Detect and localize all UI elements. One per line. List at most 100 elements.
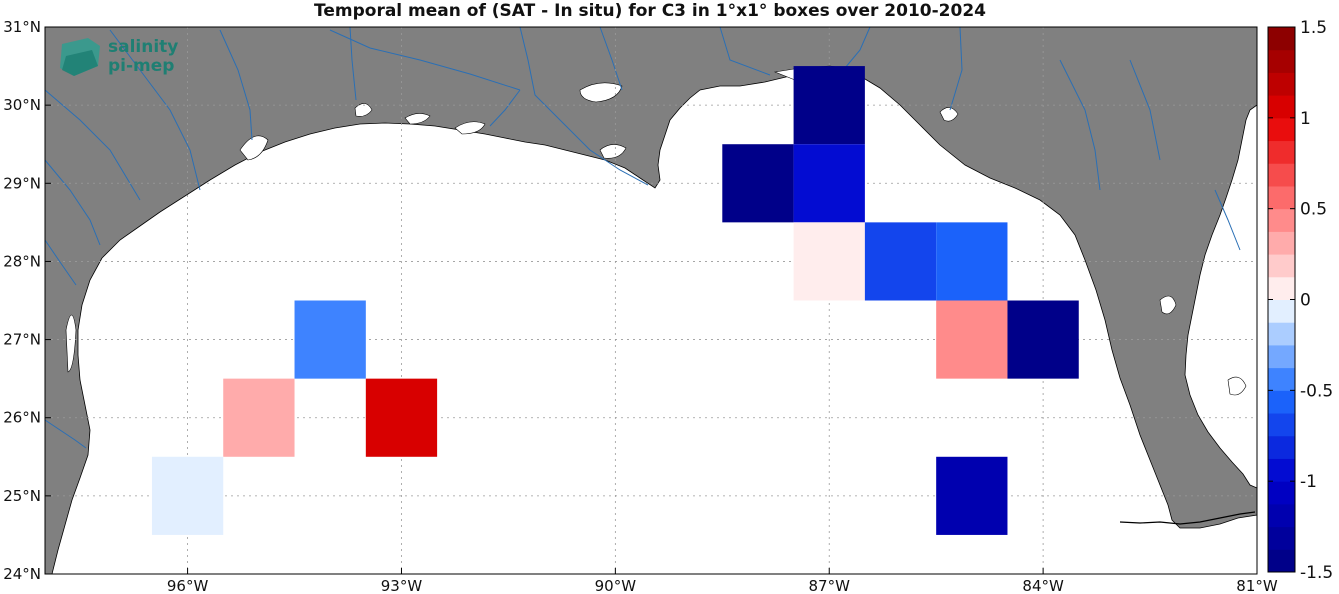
river-guadalupe <box>44 159 101 246</box>
anomaly-cell <box>722 144 794 223</box>
colorbar-levels <box>1268 27 1295 573</box>
chart-title: Temporal mean of (SAT - In situ) for C3 … <box>314 1 986 21</box>
y-tick-label: 26°N <box>3 409 41 427</box>
bay-tampa <box>1159 295 1177 315</box>
anomaly-cell <box>151 456 224 535</box>
anomaly-cell <box>936 300 1008 379</box>
anomaly-cell <box>793 222 865 301</box>
river-pearl <box>599 26 623 91</box>
logo-line-2: pi-mep <box>108 56 175 76</box>
colorbar-level <box>1268 27 1295 51</box>
bay-vermilion <box>404 113 431 125</box>
colorbar-level <box>1268 367 1295 391</box>
colorbar-level <box>1268 344 1295 369</box>
river-brazos <box>109 29 201 191</box>
x-tick-label: 81°W <box>1236 577 1278 594</box>
y-tick-label: 29°N <box>3 174 41 192</box>
colorbar-tick-label: 0.5 <box>1300 200 1327 220</box>
bay-barataria <box>599 144 627 159</box>
bay-sabine <box>354 103 373 117</box>
logo-emblem-icon <box>60 38 100 76</box>
colorbar-level <box>1268 526 1295 550</box>
colorbar-tick-label: 0 <box>1300 291 1311 311</box>
river-alabama <box>844 26 871 69</box>
colorbar-level <box>1268 208 1295 232</box>
anomaly-cell <box>793 66 865 145</box>
anomaly-cell <box>936 456 1008 535</box>
river-st-johns <box>1214 189 1241 251</box>
river-trinity <box>219 29 253 141</box>
bay-atchafalaya <box>454 121 486 135</box>
river-nueces <box>44 239 77 286</box>
river-colorado-tx <box>44 89 141 201</box>
map-frame <box>44 26 1258 575</box>
colorbar-level <box>1268 503 1295 528</box>
colorbar-level <box>1268 549 1295 573</box>
x-tick-label: 96°W <box>167 577 209 594</box>
anomaly-cell <box>1007 300 1079 379</box>
colorbar-ticks: 1.5 1 0.5 0 -0.5 -1 -1.5 <box>1268 18 1333 583</box>
anomaly-cell <box>793 144 865 223</box>
x-tick-label: 90°W <box>595 577 637 594</box>
colorbar-level <box>1268 322 1295 346</box>
y-tick-label: 24°N <box>3 565 41 583</box>
anomaly-cell <box>294 300 366 379</box>
y-tick-label: 31°N <box>3 18 41 36</box>
colorbar-level <box>1268 413 1295 437</box>
bay-galveston <box>239 135 269 161</box>
florida-keys <box>1119 511 1256 525</box>
colorbar: 1.5 1 0.5 0 -0.5 -1 -1.5 <box>1267 18 1333 583</box>
anomaly-cell <box>365 378 438 457</box>
river-tombigbee <box>719 26 771 76</box>
colorbar-level <box>1268 276 1295 300</box>
anomaly-cell <box>936 222 1008 301</box>
map-panel: 96°W 93°W 90°W 87°W 84°W 81°W 24°N 25°N 26°N 27°N… <box>3 18 1278 594</box>
river-rio-grande <box>44 419 87 449</box>
bay-lake-pontchartrain <box>579 82 623 103</box>
bay-laguna-madre <box>65 314 77 373</box>
river-atchafalaya <box>489 89 521 127</box>
y-tick-label: 28°N <box>3 252 41 270</box>
colorbar-level <box>1268 435 1295 459</box>
anomaly-cell <box>223 378 295 457</box>
colorbar-level <box>1268 185 1295 210</box>
bay-apalachee <box>939 107 959 122</box>
colorbar-level <box>1268 481 1295 505</box>
y-tick-label: 30°N <box>3 96 41 114</box>
colorbar-level <box>1268 254 1295 278</box>
logo-line-1: salinity <box>108 37 179 57</box>
colorbar-level <box>1268 163 1295 187</box>
colorbar-level <box>1268 95 1295 119</box>
colorbar-tick-label: -0.5 <box>1300 381 1333 401</box>
river-sabine <box>349 26 357 101</box>
colorbar-level <box>1268 299 1295 323</box>
salinity-pi-mep-logo: salinity pi-mep <box>58 36 198 82</box>
river-suwannee <box>1059 59 1101 191</box>
x-tick-label: 84°W <box>1022 577 1064 594</box>
colorbar-tick-label: 1 <box>1300 109 1311 129</box>
anomaly-cell <box>864 222 937 301</box>
y-tick-label: 27°N <box>3 331 41 349</box>
colorbar-tick-label: -1.5 <box>1300 563 1333 583</box>
colorbar-level <box>1268 231 1295 255</box>
river-chattahoochee <box>949 26 963 111</box>
colorbar-level <box>1268 390 1295 414</box>
bay-lake-okeechobee <box>1227 376 1247 396</box>
river-mississippi <box>519 26 649 186</box>
y-tick-label: 25°N <box>3 487 41 505</box>
colorbar-level <box>1268 140 1295 164</box>
colorbar-tick-label: -1 <box>1300 472 1317 492</box>
colorbar-level <box>1268 49 1295 73</box>
rivers <box>44 26 1241 449</box>
colorbar-level <box>1268 117 1295 142</box>
x-tick-label: 87°W <box>809 577 851 594</box>
colorbar-level <box>1268 72 1295 96</box>
colorbar-tick-label: 1.5 <box>1300 18 1327 38</box>
river-florida-inland <box>1129 59 1161 161</box>
x-tick-label: 93°W <box>381 577 423 594</box>
river-red <box>329 29 521 91</box>
colorbar-level <box>1268 458 1295 482</box>
axis-ticks: 96°W 93°W 90°W 87°W 84°W 81°W 24°N 25°N 26°N 27°N… <box>3 18 1278 594</box>
anomaly-cells <box>151 66 1079 535</box>
